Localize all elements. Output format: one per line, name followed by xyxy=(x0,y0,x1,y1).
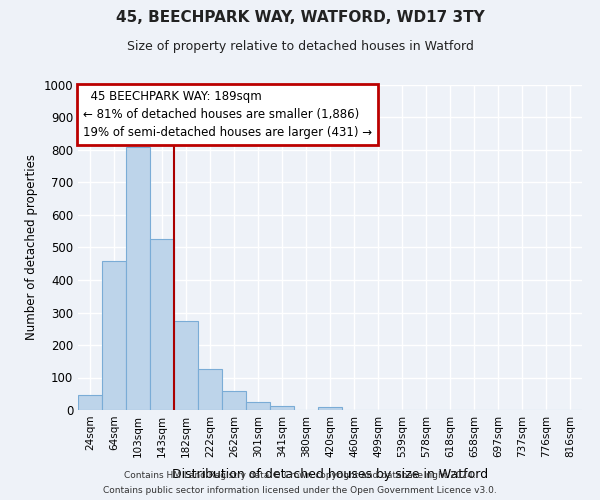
Y-axis label: Number of detached properties: Number of detached properties xyxy=(25,154,38,340)
Bar xyxy=(126,146,150,410)
X-axis label: Distribution of detached houses by size in Watford: Distribution of detached houses by size … xyxy=(172,468,488,481)
Text: Size of property relative to detached houses in Watford: Size of property relative to detached ho… xyxy=(127,40,473,53)
Text: Contains public sector information licensed under the Open Government Licence v3: Contains public sector information licen… xyxy=(103,486,497,495)
Bar xyxy=(198,370,222,410)
Text: 45, BEECHPARK WAY, WATFORD, WD17 3TY: 45, BEECHPARK WAY, WATFORD, WD17 3TY xyxy=(116,10,484,25)
Bar xyxy=(270,406,294,410)
Bar xyxy=(174,320,198,410)
Bar xyxy=(78,395,102,410)
Text: Contains HM Land Registry data © Crown copyright and database right 2024.: Contains HM Land Registry data © Crown c… xyxy=(124,471,476,480)
Bar xyxy=(102,260,126,410)
Bar xyxy=(222,390,246,410)
Bar xyxy=(150,240,174,410)
Bar xyxy=(246,402,270,410)
Text: 45 BEECHPARK WAY: 189sqm  
← 81% of detached houses are smaller (1,886)
19% of s: 45 BEECHPARK WAY: 189sqm ← 81% of detach… xyxy=(83,90,372,139)
Bar xyxy=(318,408,342,410)
